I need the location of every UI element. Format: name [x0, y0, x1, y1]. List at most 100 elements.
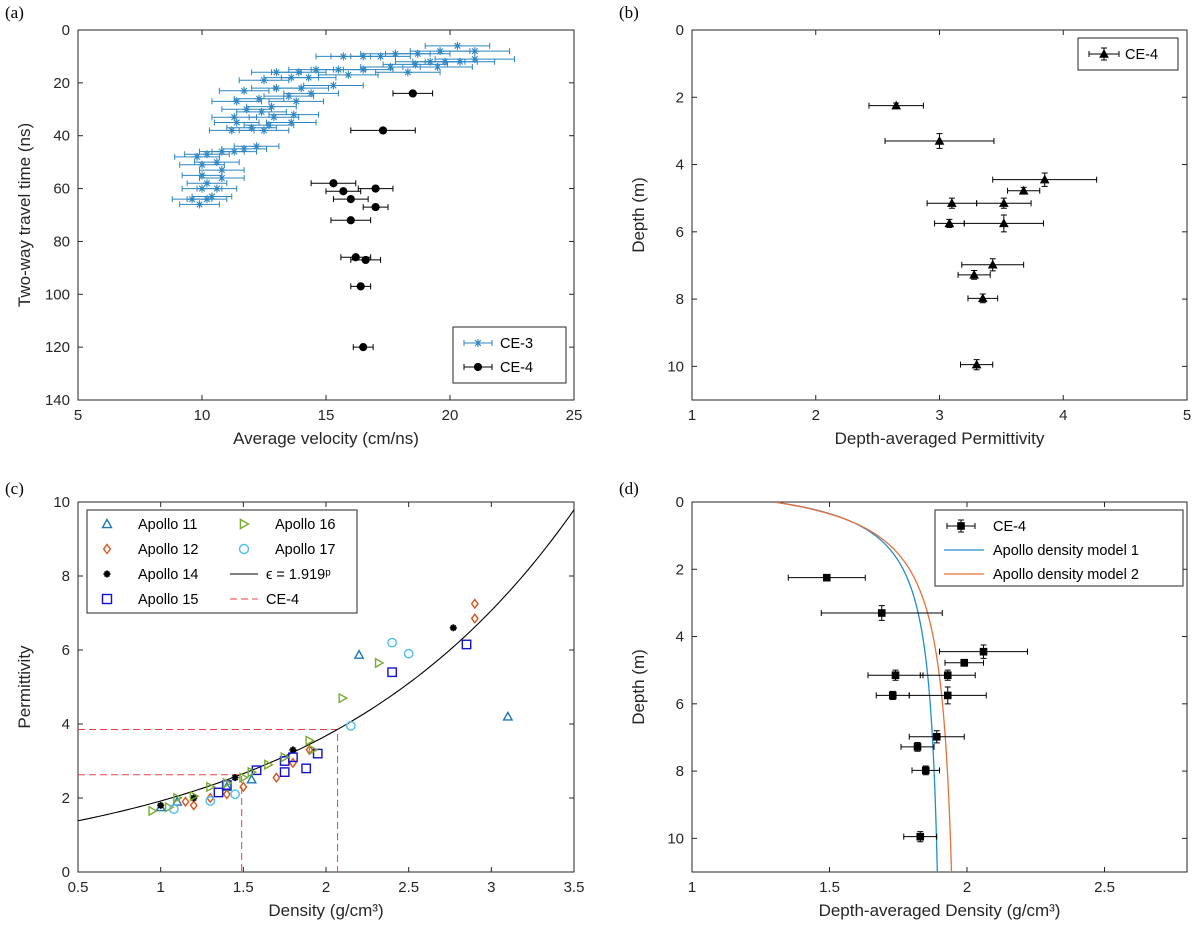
y-tick-label: 60 [53, 181, 70, 198]
data-point-ce3 [269, 113, 278, 122]
legend-label-fit: ϵ = 1.919ᵖ [266, 567, 331, 583]
data-point-ce4 [943, 691, 952, 700]
data-point-ce3 [240, 86, 249, 95]
data-point-ce3 [217, 166, 226, 175]
data-point-apollo12 [239, 781, 248, 793]
data-point-ce4 [1039, 174, 1050, 184]
data-point-apollo12 [272, 772, 281, 784]
axes-box [691, 29, 1188, 401]
data-point-ce4 [346, 195, 355, 204]
data-point-apollo11 [353, 649, 365, 659]
data-point-apollo15 [461, 639, 472, 650]
data-point-ce4 [932, 732, 941, 741]
data-point-ce3 [230, 113, 239, 122]
x-tick-label: 5 [1183, 407, 1191, 424]
data-point-ce3 [292, 97, 301, 106]
data-point-apollo12 [222, 788, 231, 800]
data-point-ce4 [378, 126, 388, 135]
data-point-ce3 [344, 70, 353, 79]
model-curve [774, 502, 953, 872]
y-tick-label: 10 [53, 494, 70, 511]
data-point-apollo17 [205, 796, 216, 806]
data-point-ce4 [977, 293, 988, 303]
data-point-apollo14 [449, 624, 457, 632]
data-point-ce3 [470, 47, 479, 56]
axes-box [691, 501, 1188, 873]
y-tick-label: 6 [676, 224, 684, 241]
data-point-ce4 [987, 259, 998, 269]
data-point-ce4 [877, 609, 886, 617]
legend-marker-apollo15 [101, 593, 113, 605]
data-point-ce3 [202, 150, 211, 159]
data-point-ce3 [339, 52, 348, 61]
data-point-apollo16 [264, 759, 274, 771]
data-point-ce4 [822, 573, 831, 582]
data-point-apollo12 [470, 598, 479, 610]
data-point-ce4 [921, 766, 930, 775]
data-point-apollo14 [157, 801, 165, 809]
legend: CE-4 [1077, 37, 1179, 71]
data-point-ce4 [891, 671, 900, 680]
legend-label-model2: Apollo density model 2 [993, 567, 1139, 583]
legend-label-apollo15: Apollo 15 [138, 592, 198, 608]
data-point-ce4 [359, 343, 368, 352]
y-tick-label: 0 [62, 864, 70, 881]
panel-label: (d) [619, 479, 639, 498]
x-axis-label: Average velocity (cm/ns) [233, 429, 419, 448]
x-tick-label: 1.5 [819, 879, 840, 896]
data-point-apollo17 [345, 720, 356, 731]
x-tick-label: 2 [812, 407, 820, 424]
x-tick-label: 1 [688, 879, 696, 896]
panel-label: (a) [5, 3, 24, 22]
data-point-ce3 [260, 126, 268, 135]
y-tick-label: 6 [62, 642, 70, 659]
data-point-apollo15 [387, 667, 398, 678]
x-tick-label: 1 [688, 407, 696, 424]
legend-box [452, 326, 567, 384]
data-point-ce3 [260, 76, 268, 85]
data-point-ce3 [232, 118, 241, 127]
y-tick-label: 4 [62, 716, 70, 733]
data-point-apollo16 [148, 805, 159, 817]
data-point-apollo16 [222, 777, 233, 789]
y-axis-label: Depth (m) [629, 177, 648, 253]
data-point-apollo11 [246, 773, 257, 784]
data-point-ce4 [371, 184, 380, 193]
y-axis-label: Permittivity [15, 645, 34, 729]
data-point-ce4 [351, 253, 360, 262]
data-point-ce4 [999, 218, 1009, 228]
data-point-apollo16 [305, 735, 316, 747]
legend-label-apollo12: Apollo 12 [138, 542, 198, 558]
y-tick-label: 8 [676, 291, 684, 308]
data-point-ce3 [426, 57, 435, 66]
data-point-ce4 [913, 743, 922, 751]
x-tick-label: 20 [442, 407, 459, 424]
x-tick-label: 3.5 [564, 879, 585, 896]
ce4-dashed-line [78, 774, 243, 872]
data-point-apollo17 [168, 804, 179, 814]
panel-a: 5 10 15 20 25 0 20 40 60 80 100 120 140 Average veloc… [5, 3, 582, 448]
data-point-ce3 [198, 171, 206, 180]
legend-marker-apollo11 [101, 518, 113, 529]
x-tick-label: 25 [566, 407, 583, 424]
data-point-ce4 [960, 658, 969, 667]
data-point-ce3 [195, 200, 204, 209]
data-point-apollo14 [231, 774, 239, 782]
data-point-ce3 [433, 63, 442, 71]
y-tick-label: 80 [53, 233, 70, 250]
data-point-ce4 [346, 216, 355, 225]
data-point-ce4 [339, 187, 348, 196]
data-point-ce3 [272, 68, 281, 77]
data-point-apollo17 [387, 637, 398, 648]
data-point-ce3 [287, 118, 296, 127]
data-point-ce4 [361, 255, 370, 265]
y-tick-label: 0 [62, 22, 70, 39]
y-tick-label: 2 [62, 790, 70, 807]
y-tick-label: 4 [676, 629, 684, 646]
x-tick-label: 2 [963, 879, 971, 896]
x-tick-label: 5 [74, 407, 82, 424]
data-point-ce3 [198, 184, 206, 193]
data-point-ce4 [1018, 185, 1029, 195]
x-tick-label: 0.5 [68, 879, 89, 896]
panel-b: 1 2 3 4 5 0 2 4 6 8 10 Depth-averaged Permittivity D… [619, 3, 1191, 448]
